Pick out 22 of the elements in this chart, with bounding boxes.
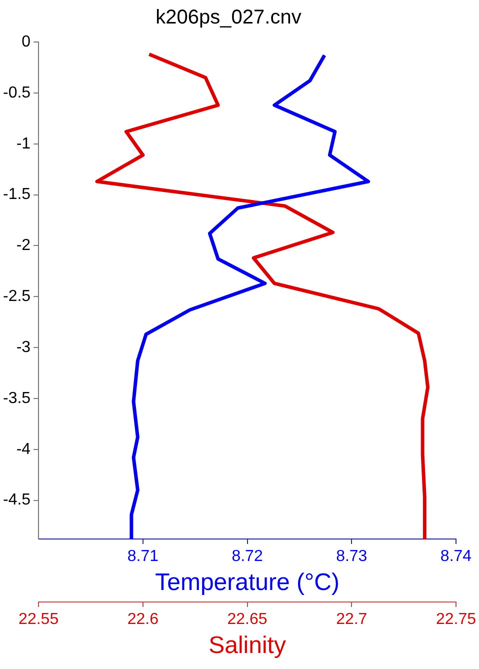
x2-tick-label: 22.6 [127, 611, 159, 628]
x2-tick-label: 22.75 [436, 611, 476, 628]
x-tick-label: 8.73 [336, 548, 368, 566]
y-tick-label: 0 [22, 33, 31, 50]
x2-axis-title: Salinity [208, 632, 286, 660]
chart-title: k206ps_027.cnv [156, 6, 302, 29]
x2-tick-label: 22.65 [227, 611, 268, 628]
x-tick-label: 8.71 [127, 548, 159, 566]
y-tick-label: -1.5 [2, 186, 31, 204]
y-tick-label: -3 [16, 338, 31, 356]
y-tick-label: -1 [16, 135, 31, 152]
x-tick-label: 8.74 [440, 548, 472, 566]
y-tick-label: -3.5 [2, 390, 31, 407]
y-tick-label: -2 [16, 237, 31, 254]
y-tick-label: -2.5 [2, 288, 31, 306]
y-tick-label: -4 [16, 440, 31, 458]
y-tick-label: -4.5 [2, 492, 31, 509]
x2-tick-label: 22.7 [336, 611, 368, 628]
x-axis-title: Temperature (°C) [155, 569, 340, 596]
y-tick-label: -0.5 [2, 84, 31, 102]
x2-tick-label: 22.55 [18, 611, 59, 628]
x-tick-label: 8.72 [232, 548, 263, 566]
